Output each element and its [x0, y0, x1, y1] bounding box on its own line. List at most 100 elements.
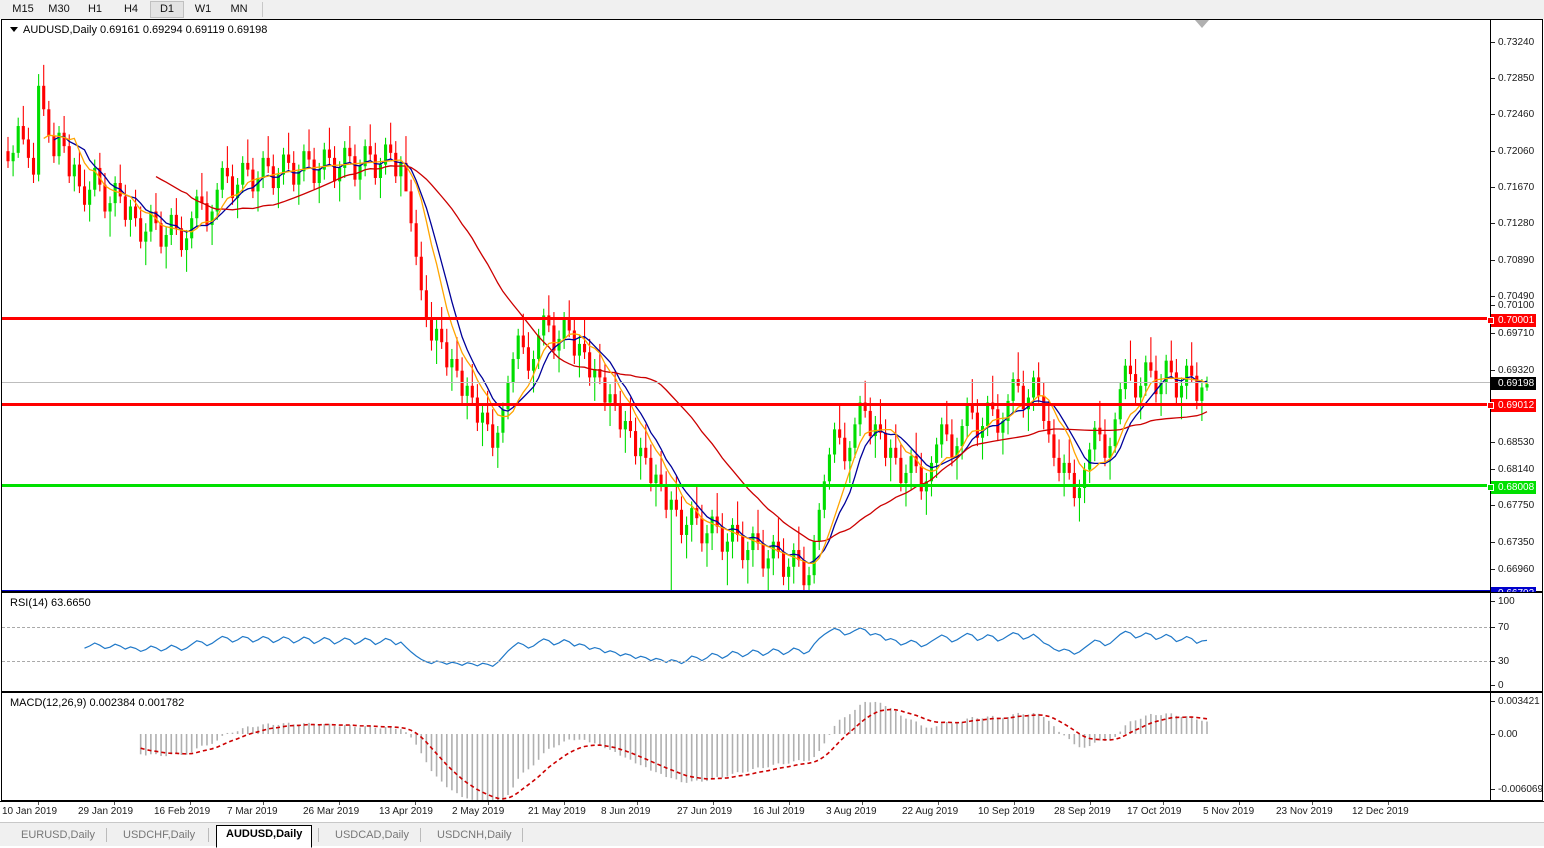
tab-separator [208, 828, 209, 842]
timeframe-button-m15[interactable]: M15 [12, 3, 34, 15]
chart-tab-usdcad[interactable]: USDCAD,Daily [335, 829, 409, 841]
price-tick: 0.71670 [1491, 182, 1543, 193]
rsi-level-70-line [2, 627, 1492, 628]
timeframe-button-m30[interactable]: M30 [48, 3, 70, 15]
macd-series [139, 701, 1208, 800]
price-tag-knob[interactable] [1487, 317, 1494, 324]
price-tick: 0.69710 [1491, 328, 1543, 339]
price-tag-knob[interactable] [1487, 484, 1494, 491]
price-tick: 0.70890 [1491, 255, 1543, 266]
time-axis-label: 27 Jun 2019 [677, 806, 733, 817]
resistance-line-070001[interactable] [2, 317, 1492, 320]
price-pane[interactable]: AUDUSD,Daily 0.69161 0.69294 0.69119 0.6… [1, 19, 1543, 602]
rsi-tick: 100 [1491, 596, 1543, 607]
time-axis-label: 10 Jan 2019 [2, 806, 58, 817]
tab-separator [106, 828, 107, 842]
time-axis-label: 16 Jul 2019 [753, 806, 805, 817]
chart-tab-usdcnh[interactable]: USDCNH,Daily [437, 829, 512, 841]
macd-tick: -0.006069 [1491, 784, 1543, 795]
timeframe-button-d1[interactable]: D1 [150, 1, 184, 18]
tab-separator [420, 828, 421, 842]
time-axis-label: 16 Feb 2019 [154, 806, 211, 817]
rsi-header: RSI(14) 63.6650 [10, 597, 91, 609]
timeframe-toolbar: M15 M30 H1 H4 D1 W1 MN [0, 0, 1544, 20]
time-tick-mark [1014, 802, 1015, 805]
macd-header: MACD(12,26,9) 0.002384 0.001782 [10, 697, 185, 709]
price-scale[interactable]: 0.73240 0.72850 0.72460 0.72060 0.71670 0.712… [1487, 20, 1543, 602]
time-axis-label: 7 Mar 2019 [227, 806, 278, 817]
time-tick-mark [1090, 802, 1091, 805]
support-line-068008[interactable] [2, 484, 1492, 487]
timeframe-button-w1[interactable]: W1 [194, 3, 212, 15]
price-tick: 0.66960 [1491, 564, 1543, 575]
price-tag-69198[interactable]: 0.69198 [1491, 377, 1536, 390]
price-tick: 0.69320 [1491, 365, 1543, 376]
time-tick-mark [339, 802, 340, 805]
price-tag-knob[interactable] [1487, 402, 1494, 409]
price-tick: 0.70100 [1491, 300, 1543, 311]
time-axis-label: 29 Jan 2019 [78, 806, 134, 817]
time-axis-label: 12 Dec 2019 [1352, 806, 1409, 817]
timeframe-button-h1[interactable]: H1 [87, 3, 103, 15]
time-axis-label: 17 Oct 2019 [1127, 806, 1182, 817]
timeframe-button-mn[interactable]: MN [230, 3, 248, 15]
rsi-tick: 70 [1491, 622, 1543, 633]
toolbar-separator [262, 2, 263, 17]
time-tick-mark [564, 802, 565, 805]
macd-tick: 0.00 [1491, 729, 1543, 740]
price-tick: 0.71280 [1491, 218, 1543, 229]
time-axis-label: 3 Aug 2019 [826, 806, 877, 817]
time-axis[interactable]: 10 Jan 2019 29 Jan 2019 16 Feb 2019 7 Mar 2… [0, 801, 1544, 822]
chart-area: AUDUSD,Daily 0.69161 0.69294 0.69119 0.6… [0, 19, 1544, 801]
time-axis-label: 21 May 2019 [528, 806, 586, 817]
chart-tab-usdchf[interactable]: USDCHF,Daily [123, 829, 196, 841]
rsi-level-30-line [2, 661, 1492, 662]
time-axis-label: 26 Mar 2019 [303, 806, 360, 817]
macd-pane[interactable]: MACD(12,26,9) 0.002384 0.001782 0.003421… [1, 692, 1543, 801]
price-tick: 0.72060 [1491, 146, 1543, 157]
time-tick-mark [1239, 802, 1240, 805]
timeframe-button-h4[interactable]: H4 [123, 3, 139, 15]
tab-separator [522, 828, 523, 842]
symbol-header-text: AUDUSD,Daily 0.69161 0.69294 0.69119 0.6… [23, 24, 268, 36]
time-axis-label: 23 Nov 2019 [1276, 806, 1333, 817]
time-tick-mark [415, 802, 416, 805]
time-tick-mark [1312, 802, 1313, 805]
time-axis-label: 5 Nov 2019 [1203, 806, 1255, 817]
time-axis-label: 10 Sep 2019 [978, 806, 1035, 817]
time-tick-mark [637, 802, 638, 805]
chart-scroll-marker-icon[interactable] [1195, 20, 1209, 28]
rsi-series [84, 627, 1208, 667]
price-tick: 0.67350 [1491, 537, 1543, 548]
time-tick-mark [114, 802, 115, 805]
time-tick-mark [713, 802, 714, 805]
macd-tick: 0.003421 [1491, 696, 1543, 707]
price-tick: 0.68140 [1491, 464, 1543, 475]
rsi-pane[interactable]: RSI(14) 63.6650 100 70 30 0 [1, 592, 1543, 692]
price-tick: 0.70490 [1491, 291, 1543, 302]
price-plot[interactable] [2, 20, 1542, 591]
time-axis-label: 2 May 2019 [452, 806, 505, 817]
time-tick-mark [938, 802, 939, 805]
time-axis-label: 8 Jun 2019 [601, 806, 651, 817]
price-tick: 0.72850 [1491, 73, 1543, 84]
macd-plot [2, 693, 1542, 800]
rsi-tick: 30 [1491, 656, 1543, 667]
price-tag-69012[interactable]: 0.69012 [1491, 399, 1536, 412]
time-tick-mark [862, 802, 863, 805]
macd-scale: 0.003421 0.00 -0.006069 [1490, 693, 1543, 800]
time-tick-mark [789, 802, 790, 805]
time-tick-mark [1388, 802, 1389, 805]
chart-dropdown-icon[interactable] [10, 26, 18, 32]
rsi-scale: 100 70 30 0 [1490, 593, 1542, 691]
price-tag-68008[interactable]: 0.68008 [1491, 481, 1536, 494]
chart-tab-bar[interactable]: EURUSD,Daily USDCHF,Daily AUDUSD,Daily USDC… [0, 822, 1544, 848]
resistance-line-069012[interactable] [2, 403, 1492, 406]
support-line-066702[interactable] [2, 590, 1492, 591]
rsi-tick: 0 [1491, 680, 1543, 691]
time-axis-label: 13 Apr 2019 [379, 806, 433, 817]
rsi-plot [2, 593, 1542, 691]
price-tag-70001[interactable]: 0.70001 [1491, 314, 1536, 327]
chart-tab-eurusd[interactable]: EURUSD,Daily [21, 829, 95, 841]
price-tick: 0.67750 [1491, 500, 1543, 511]
